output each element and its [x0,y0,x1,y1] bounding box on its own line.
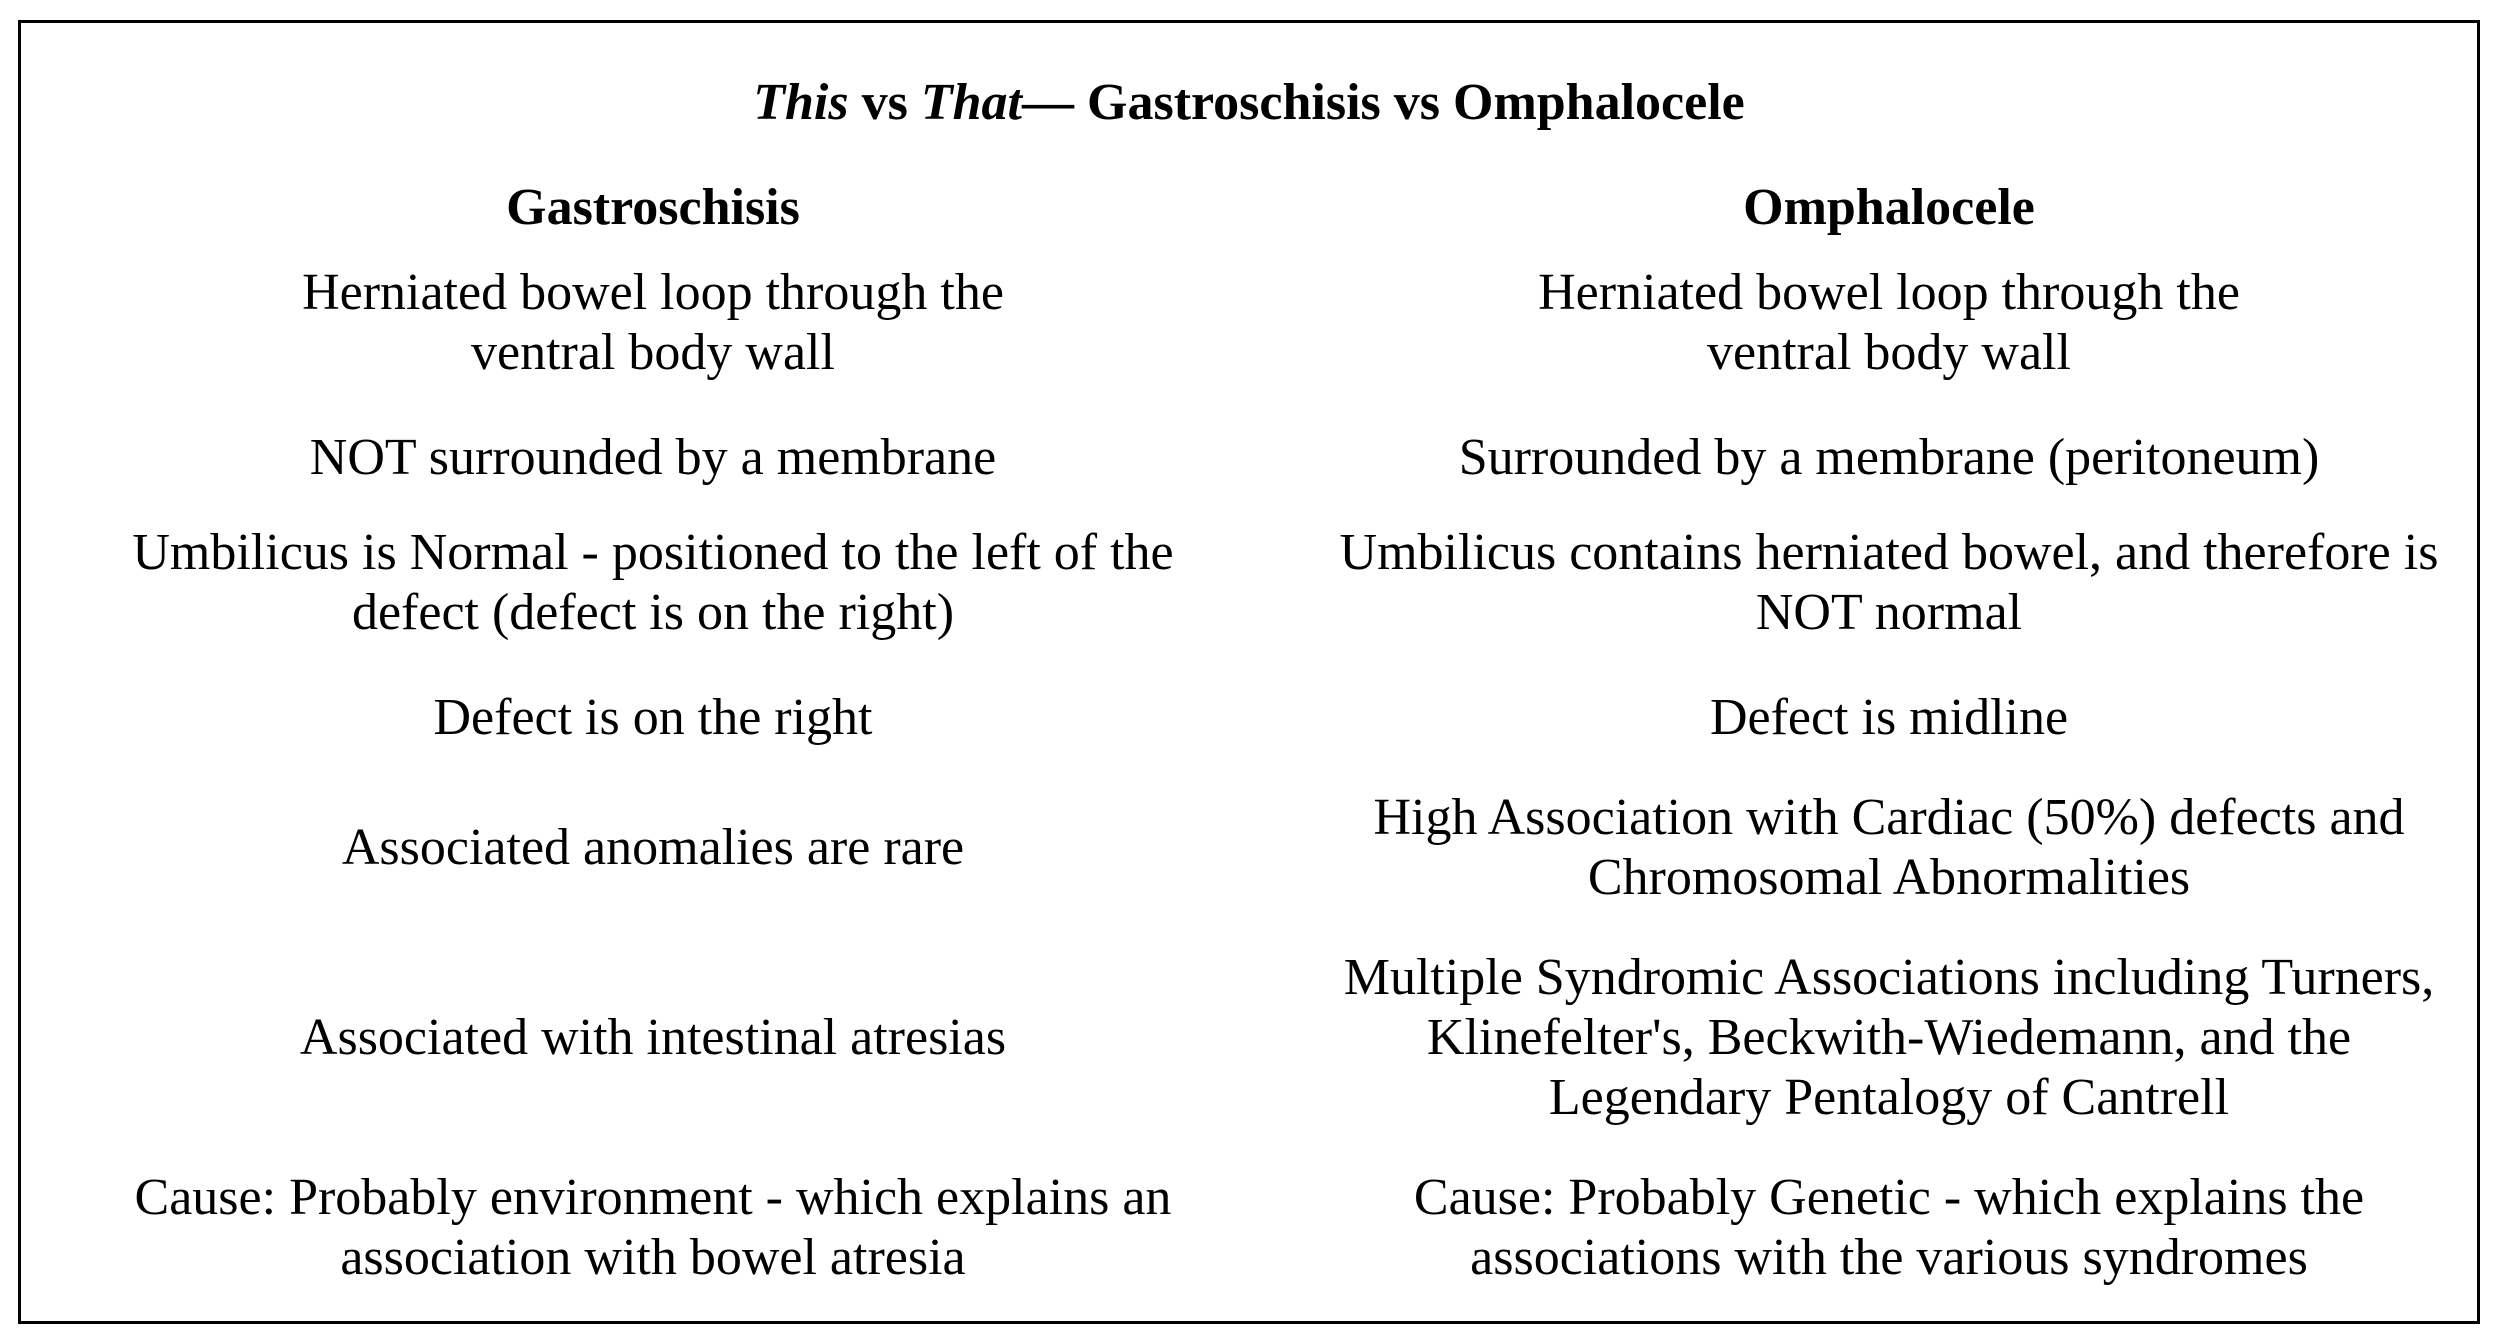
title-this: This [753,74,849,131]
column-header-omphalocele: Omphalocele [1743,179,2035,236]
line: NOT normal [1755,584,2023,641]
row-1-gastroschisis: Herniated bowel loop through the ventral… [33,258,1273,388]
line: Klinefelter's, Beckwith-Wiedemann, and t… [1426,1009,2352,1066]
line: ventral body wall [471,324,835,381]
line: ventral body wall [1707,324,2071,381]
page-title: This vs That— Gastroschisis vs Omphaloce… [21,68,2477,138]
row-3-gastroschisis: Umbilicus is Normal - positioned to the … [33,518,1273,648]
line: Herniated bowel loop through the [1538,264,2240,321]
line: Umbilicus is Normal - positioned to the … [132,524,1174,581]
line: Chromosomal Abnormalities [1587,849,2191,906]
row-5-gastroschisis: Associated anomalies are rare [33,783,1273,913]
row-7-omphalocele: Cause: Probably Genetic - which explains… [1269,1163,2502,1293]
row-6-gastroschisis: Associated with intestinal atresias [33,943,1273,1133]
row-4-omphalocele: Defect is midline [1269,683,2502,753]
line: Associated anomalies are rare [341,819,965,876]
line: High Association with Cardiac (50%) defe… [1373,789,2405,846]
line: association with bowel atresia [340,1229,966,1286]
line: associations with the various syndromes [1470,1229,2308,1286]
line: Defect is on the right [433,689,873,746]
row-7-gastroschisis: Cause: Probably environment - which expl… [33,1163,1273,1293]
row-4-gastroschisis: Defect is on the right [33,683,1273,753]
line: Surrounded by a membrane (peritoneum) [1458,429,2320,486]
title-vs: vs [861,74,908,131]
line: Multiple Syndromic Associations includin… [1343,949,2435,1006]
row-1-omphalocele: Herniated bowel loop through the ventral… [1269,258,2502,388]
line: Umbilicus contains herniated bowel, and … [1339,524,2439,581]
line: NOT surrounded by a membrane [309,429,997,486]
title-rest: — Gastroschisis vs Omphalocele [1022,74,1745,131]
line: Defect is midline [1709,689,2069,746]
line: defect (defect is on the right) [351,584,955,641]
line: Cause: Probably environment - which expl… [134,1169,1172,1226]
title-that: That [920,74,1023,131]
line: Herniated bowel loop through the [302,264,1004,321]
row-3-omphalocele: Umbilicus contains herniated bowel, and … [1269,518,2502,648]
row-5-omphalocele: High Association with Cardiac (50%) defe… [1269,783,2502,913]
row-2-gastroschisis: NOT surrounded by a membrane [33,423,1273,493]
line: Associated with intestinal atresias [299,1009,1007,1066]
line: Legendary Pentalogy of Cantrell [1548,1069,2230,1126]
comparison-frame: This vs That— Gastroschisis vs Omphaloce… [18,20,2480,1324]
row-2-omphalocele: Surrounded by a membrane (peritoneum) [1269,423,2502,493]
line: Cause: Probably Genetic - which explains… [1413,1169,2365,1226]
row-6-omphalocele: Multiple Syndromic Associations includin… [1269,943,2502,1133]
column-header-gastroschisis: Gastroschisis [506,179,800,236]
